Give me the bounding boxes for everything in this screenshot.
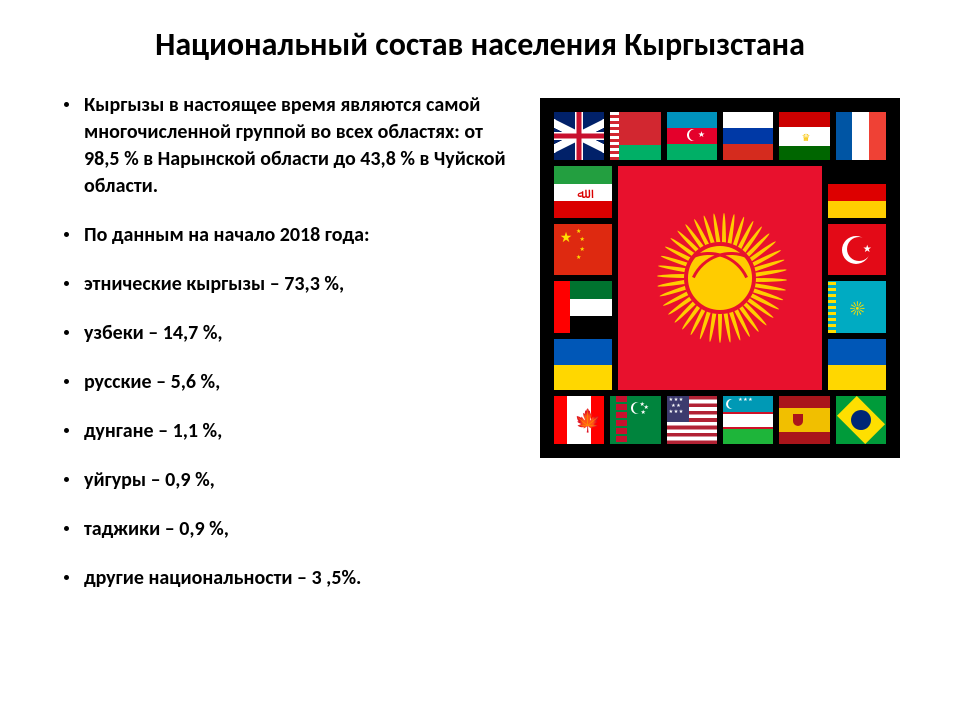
flag-usa: ★ ★ ★ ★ ★ ★ ★ ★ bbox=[667, 396, 717, 444]
bullet-item: уйгуры – 0,9 %, bbox=[60, 467, 520, 494]
slide-title: Национальный состав населения Кыргызстан… bbox=[60, 26, 900, 64]
flag-brazil bbox=[836, 396, 886, 444]
bullet-item: этнические кыргызы – 73,3 %, bbox=[60, 271, 520, 298]
flag-board: ★ ♛ bbox=[540, 98, 900, 458]
flag-tajikistan: ♛ bbox=[779, 112, 829, 160]
flag-belarus bbox=[610, 112, 660, 160]
flag-graphic: ★ ♛ bbox=[540, 92, 900, 614]
flag-row-top: ★ ♛ bbox=[554, 112, 886, 160]
flag-uae bbox=[554, 281, 612, 333]
sun-emblem bbox=[655, 213, 785, 343]
bullet-item: По данным на начало 2018 года: bbox=[60, 222, 520, 249]
flag-russia bbox=[723, 112, 773, 160]
flag-kyrgyzstan-center bbox=[618, 166, 822, 390]
flag-ukraine bbox=[554, 339, 612, 391]
flag-azerbaijan: ★ bbox=[667, 112, 717, 160]
content-row: Кыргызы в настоящее время являются самой… bbox=[60, 92, 900, 614]
flag-ukraine bbox=[828, 339, 886, 391]
flag-france bbox=[836, 112, 886, 160]
bullet-list: Кыргызы в настоящее время являются самой… bbox=[60, 92, 520, 614]
flag-mid: ﷲ ★ ★ ★ ★ ★ bbox=[554, 166, 886, 390]
flag-row-bottom: 🍁 ★ ★ ★ ★ ★ ★ ★ bbox=[554, 396, 886, 444]
slide: Национальный состав населения Кыргызстан… bbox=[0, 0, 960, 720]
flag-iran: ﷲ bbox=[554, 166, 612, 218]
flag-uk bbox=[554, 112, 604, 160]
flag-uzbekistan: ★ ★ ★ bbox=[723, 396, 773, 444]
flag-turkmenistan: ★ ★ ★ bbox=[610, 396, 660, 444]
flag-canada: 🍁 bbox=[554, 396, 604, 444]
bullet-item: таджики – 0,9 %, bbox=[60, 516, 520, 543]
flag-china: ★ ★ ★ ★ ★ bbox=[554, 224, 612, 276]
flag-turkey: ★ bbox=[828, 224, 886, 276]
flag-kazakhstan: ☀ bbox=[828, 281, 886, 333]
bullet-item: узбеки – 14,7 %, bbox=[60, 320, 520, 347]
bullet-item: другие национальности – 3 ,5%. bbox=[60, 565, 520, 592]
flag-spain bbox=[779, 396, 829, 444]
flag-col-left: ﷲ ★ ★ ★ ★ ★ bbox=[554, 166, 612, 390]
flag-col-right: ★ ☀ bbox=[828, 166, 886, 390]
flag-germany bbox=[828, 166, 886, 218]
bullet-item: Кыргызы в настоящее время являются самой… bbox=[60, 92, 520, 200]
bullet-item: дунгане – 1,1 %, bbox=[60, 418, 520, 445]
bullet-item: русские – 5,6 %, bbox=[60, 369, 520, 396]
